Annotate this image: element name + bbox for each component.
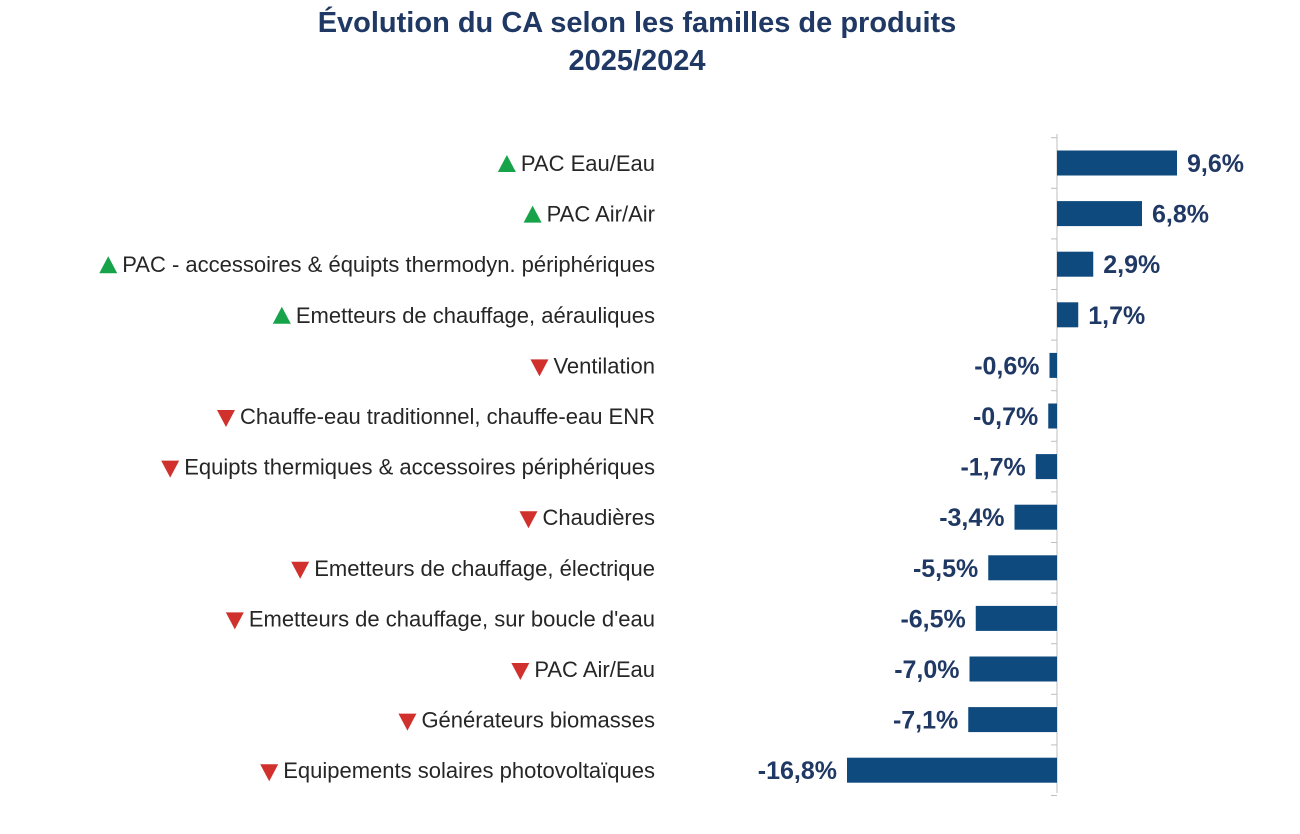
bar	[1057, 201, 1142, 227]
triangle-up-icon	[497, 155, 516, 172]
category-label: Emetteurs de chauffage, sur boucle d'eau	[249, 606, 655, 631]
triangle-down-icon	[530, 359, 549, 377]
data-label: -3,4%	[939, 504, 1004, 532]
data-label: -7,1%	[893, 707, 958, 735]
category-label: Emetteurs de chauffage, électrique	[314, 556, 655, 581]
category-label: Ventilation	[553, 353, 655, 378]
category-label: Emetteurs de chauffage, aérauliques	[296, 303, 655, 328]
category-label: PAC Air/Air	[547, 202, 655, 227]
bar	[1057, 302, 1079, 328]
bar	[1014, 504, 1057, 530]
bar	[1035, 454, 1057, 480]
triangle-down-icon	[216, 410, 235, 427]
data-label: -16,8%	[758, 757, 837, 785]
data-label: -1,7%	[960, 454, 1025, 482]
data-label: -0,7%	[973, 403, 1038, 431]
category-label: PAC Air/Eau	[534, 657, 655, 682]
data-label: 9,6%	[1187, 150, 1244, 178]
category-label: Chaudières	[542, 505, 655, 530]
triangle-down-icon	[225, 612, 244, 630]
triangle-down-icon	[511, 663, 530, 680]
category-label: Equipts thermiques & accessoires périphé…	[184, 455, 655, 480]
category-label: Générateurs biomasses	[421, 708, 655, 733]
category-label: PAC Eau/Eau	[521, 151, 655, 176]
triangle-up-icon	[99, 256, 118, 274]
triangle-down-icon	[519, 511, 538, 529]
bar	[1049, 352, 1057, 378]
bar	[1057, 150, 1177, 176]
data-label: -6,5%	[900, 605, 965, 633]
bar	[847, 757, 1057, 783]
data-label: -7,0%	[894, 656, 959, 684]
triangle-up-icon	[272, 306, 291, 324]
chart-subtitle: 2025/2024	[568, 45, 706, 77]
triangle-down-icon	[260, 764, 279, 782]
bar	[975, 605, 1057, 631]
category-label: Chauffe-eau traditionnel, chauffe-eau EN…	[240, 404, 655, 429]
bar	[988, 555, 1057, 581]
data-label: 6,8%	[1152, 201, 1209, 229]
chart-title-block: Évolution du CA selon les familles de pr…	[0, 4, 1274, 80]
triangle-down-icon	[161, 460, 180, 478]
data-label: -0,6%	[974, 352, 1039, 380]
bar	[1048, 403, 1057, 429]
category-label: Equipements solaires photovoltaïques	[283, 758, 655, 783]
data-label: 1,7%	[1088, 302, 1145, 330]
bar	[969, 656, 1057, 682]
bar	[1057, 251, 1094, 277]
triangle-down-icon	[291, 561, 310, 579]
data-label: -5,5%	[913, 555, 978, 583]
triangle-down-icon	[398, 713, 417, 731]
chart-title: Évolution du CA selon les familles de pr…	[317, 7, 957, 39]
category-label: PAC - accessoires & équipts thermodyn. p…	[122, 252, 655, 277]
triangle-up-icon	[523, 205, 542, 223]
bar	[968, 707, 1057, 733]
data-label: 2,9%	[1103, 251, 1160, 279]
